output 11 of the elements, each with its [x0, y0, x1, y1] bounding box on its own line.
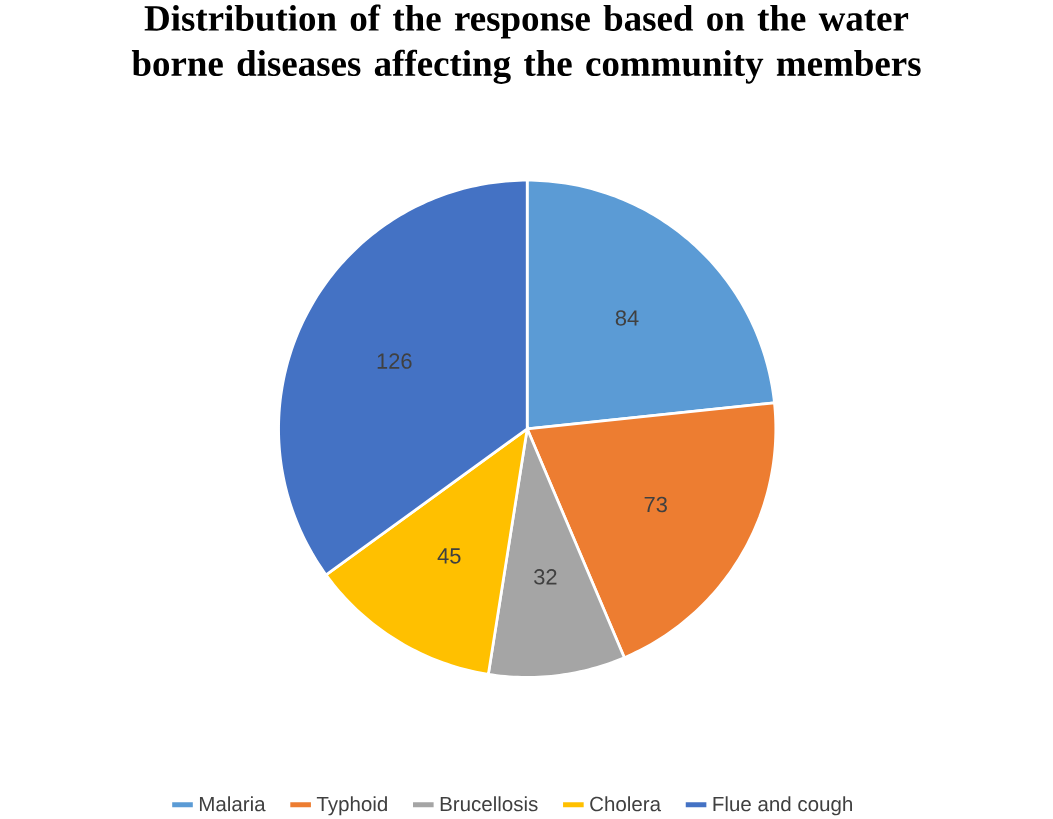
legend-label: Malaria [199, 796, 266, 812]
data-label: 84 [615, 310, 639, 326]
data-label: 126 [377, 353, 412, 370]
data-label: 45 [437, 548, 461, 564]
legend-label: Flue and cough [713, 796, 852, 816]
chart-title: Distribution of the response based on the water borne diseases affecting the community members [131, 4, 921, 85]
legend-label: Typhoid [316, 796, 387, 816]
data-label: 32 [534, 569, 557, 585]
legend-label: Brucellosis [440, 796, 538, 812]
legend-label: Cholera [590, 796, 662, 812]
data-label: 73 [644, 496, 667, 513]
